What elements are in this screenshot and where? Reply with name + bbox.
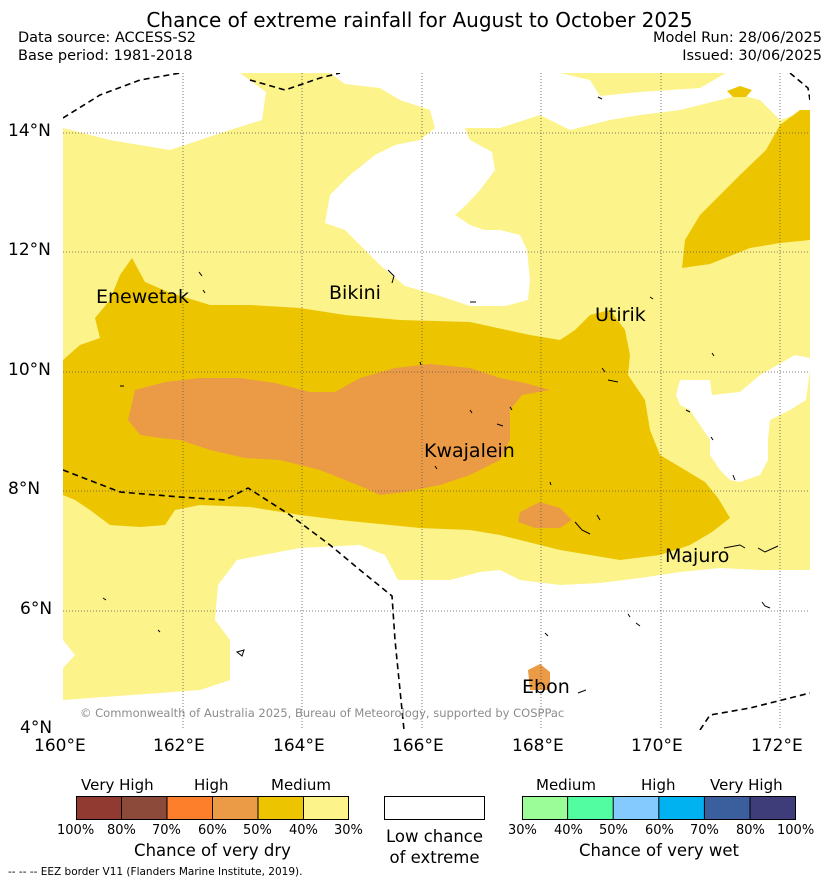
lat-tick-8n: 8°N <box>8 479 41 499</box>
wet-caption: Chance of very wet <box>579 841 739 860</box>
wet-tick-40: 40% <box>554 823 583 838</box>
high-dry-core <box>128 364 550 495</box>
medium-dry-islet <box>727 86 752 97</box>
high-dry-ebon <box>528 664 550 690</box>
place-utirik: Utirik <box>595 304 646 326</box>
eez-footnote: -- -- -- EEZ border V11 (Flanders Marine… <box>8 866 303 878</box>
wet-tick-70: 70% <box>690 823 719 838</box>
lon-tick-166e: 166°E <box>392 736 444 756</box>
wet-group-high: High <box>641 776 676 794</box>
dry-tick-40: 40% <box>289 823 318 838</box>
dry-swatch-60-50 <box>212 796 258 820</box>
dry-swatch-80-70 <box>121 796 167 820</box>
dry-tick-70: 70% <box>152 823 181 838</box>
lon-tick-170e: 170°E <box>631 736 683 756</box>
lon-tick-168e: 168°E <box>512 736 564 756</box>
wet-swatch-80-100 <box>750 796 796 820</box>
eez-border <box>63 73 810 730</box>
dry-tick-60: 60% <box>198 823 227 838</box>
wet-colorbar <box>522 796 796 820</box>
model-run-label: Model Run: 28/06/2025 <box>652 30 822 46</box>
low-chance-regions <box>63 73 810 730</box>
dry-colorbar <box>76 796 349 820</box>
dry-swatch-50-40 <box>258 796 304 820</box>
issued-label: Issued: 30/06/2025 <box>682 48 822 64</box>
wet-tick-60: 60% <box>645 823 674 838</box>
dry-group-very-high: Very High <box>81 776 154 794</box>
dry-tick-100: 100% <box>57 823 95 838</box>
base-period-label: Base period: 1981-2018 <box>18 48 193 64</box>
map-title: Chance of extreme rainfall for August to… <box>146 8 693 32</box>
atoll-outlines <box>102 96 779 694</box>
low-chance-swatch <box>384 796 485 820</box>
wet-swatch-50-60 <box>613 796 659 820</box>
place-ebon: Ebon <box>522 676 570 698</box>
lon-tick-160e: 160°E <box>34 736 86 756</box>
dry-tick-50: 50% <box>243 823 272 838</box>
lat-tick-12n: 12°N <box>8 240 51 260</box>
lat-tick-14n: 14°N <box>8 121 51 141</box>
lat-tick-10n: 10°N <box>8 360 51 380</box>
lat-tick-4n: 4°N <box>20 718 53 738</box>
dry-tick-80: 80% <box>107 823 136 838</box>
wet-swatch-70-80 <box>704 796 750 820</box>
wet-tick-100: 100% <box>777 823 815 838</box>
place-enewetak: Enewetak <box>96 286 190 308</box>
dry-swatch-40-30 <box>303 796 349 820</box>
wet-swatch-30-40 <box>522 796 568 820</box>
low-chance-line1: Low chance <box>385 827 484 846</box>
lat-tick-6n: 6°N <box>20 599 53 619</box>
low-chance-line2: of extreme <box>389 848 480 867</box>
rainfall-map <box>63 73 810 730</box>
wet-swatch-60-70 <box>658 796 705 820</box>
place-majuro: Majuro <box>665 545 730 567</box>
high-dry-patch <box>518 502 572 528</box>
wet-tick-80: 80% <box>736 823 765 838</box>
wet-swatch-40-50 <box>567 796 614 820</box>
lon-tick-164e: 164°E <box>273 736 325 756</box>
wet-group-very-high: Very High <box>710 776 783 794</box>
lon-tick-162e: 162°E <box>153 736 205 756</box>
place-kwajalein: Kwajalein <box>424 440 515 462</box>
dry-swatch-100-80 <box>76 796 122 820</box>
wet-group-medium: Medium <box>536 776 596 794</box>
copyright-notice: © Commonwealth of Australia 2025, Bureau… <box>80 706 565 720</box>
wet-tick-30: 30% <box>508 823 537 838</box>
wet-tick-50: 50% <box>599 823 628 838</box>
place-bikini: Bikini <box>329 282 381 304</box>
dry-group-medium: Medium <box>271 776 331 794</box>
dry-caption: Chance of very dry <box>134 841 291 860</box>
lon-tick-172e: 172°E <box>751 736 803 756</box>
dry-tick-30: 30% <box>334 823 363 838</box>
data-source-label: Data source: ACCESS-S2 <box>18 30 197 46</box>
dry-swatch-70-60 <box>167 796 213 820</box>
dry-group-high: High <box>194 776 229 794</box>
medium-dry-northeast <box>682 110 810 268</box>
